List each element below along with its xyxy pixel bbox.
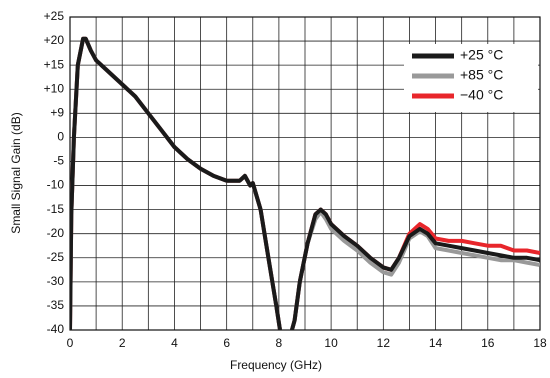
y-tick-label: -40 (47, 322, 65, 336)
x-tick-label: 14 (429, 336, 443, 350)
x-tick-label: 6 (223, 336, 230, 350)
plot-frame (69, 16, 541, 331)
y-tick-label: +9 (50, 105, 64, 119)
legend-label: +25 °C (460, 47, 503, 63)
y-tick-label: +20 (44, 33, 65, 47)
x-tick-label: 10 (324, 336, 338, 350)
x-tick-label: 16 (481, 336, 495, 350)
y-tick-label: -35 (47, 298, 65, 312)
y-tick-label: 0 (57, 130, 64, 144)
y-tick-label: +10 (44, 81, 65, 95)
y-axis-label: Small Signal Gain (dB) (9, 112, 23, 233)
x-tick-label: 0 (67, 336, 74, 350)
y-tick-label: -5 (53, 154, 64, 168)
y-tick-label: -20 (47, 226, 65, 240)
x-tick-label: 8 (276, 336, 283, 350)
y-tick-label: -15 (47, 202, 65, 216)
plot-area (70, 36, 540, 330)
legend-label: +85 °C (460, 67, 503, 83)
x-axis-label: Frequency (GHz) (230, 358, 322, 372)
y-tick-label: +25 (44, 9, 65, 23)
x-tick-label: 2 (119, 336, 126, 350)
legend-label: −40 °C (460, 87, 503, 103)
x-tick-label: 12 (377, 336, 391, 350)
x-tick-label: 18 (533, 336, 547, 350)
series-line (70, 36, 540, 330)
y-tick-label: -10 (47, 178, 65, 192)
x-tick-label: 4 (171, 336, 178, 350)
y-tick-label: -30 (47, 274, 65, 288)
y-tick-label: -25 (47, 250, 65, 264)
y-tick-label: +15 (44, 57, 65, 71)
